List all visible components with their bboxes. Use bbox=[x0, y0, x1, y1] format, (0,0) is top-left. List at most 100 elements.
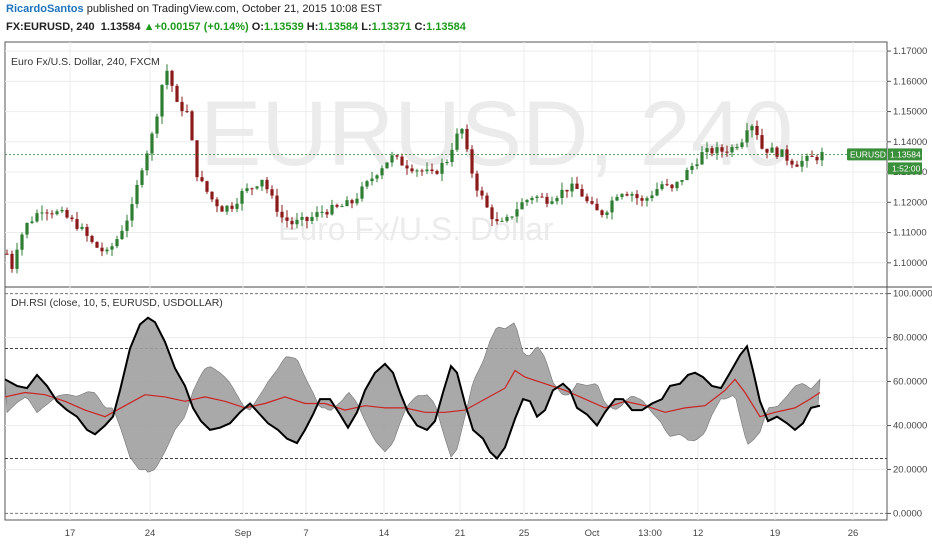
time-tick-label: Sep bbox=[235, 528, 252, 539]
candle-body bbox=[460, 128, 464, 134]
low-value: 1.13371 bbox=[371, 21, 412, 33]
price-tag-value-box bbox=[888, 148, 922, 161]
candle-body bbox=[685, 170, 689, 181]
candle-body bbox=[310, 216, 314, 221]
candle-body bbox=[655, 189, 659, 196]
candle-body bbox=[275, 195, 279, 212]
time-tick-label: 14 bbox=[379, 528, 390, 539]
candle-body bbox=[350, 200, 354, 204]
candle-body bbox=[455, 133, 459, 150]
candle-body bbox=[40, 212, 44, 214]
candle-body bbox=[525, 200, 529, 203]
price-tick-label: 1.15000 bbox=[893, 107, 927, 118]
candle-body bbox=[730, 147, 734, 153]
candle-body bbox=[50, 213, 54, 215]
candle-body bbox=[85, 226, 89, 236]
price-tick-label: 1.12000 bbox=[893, 197, 927, 208]
candle-body bbox=[325, 211, 329, 215]
candle-body bbox=[675, 181, 679, 189]
candle-body bbox=[735, 147, 739, 149]
open-label: O: bbox=[251, 21, 264, 33]
candle-body bbox=[710, 148, 714, 154]
candle-body bbox=[420, 170, 424, 172]
candle-body bbox=[385, 162, 389, 169]
candle-body bbox=[345, 200, 349, 207]
candle-body bbox=[535, 196, 539, 198]
candle-body bbox=[100, 247, 104, 252]
candle-body bbox=[125, 220, 129, 231]
candle-body bbox=[540, 196, 544, 198]
time-tick-label: 19 bbox=[770, 528, 781, 539]
author-link[interactable]: RicardoSantos bbox=[6, 3, 84, 15]
candle-body bbox=[80, 226, 84, 229]
time-tick-label: 13:00 bbox=[638, 528, 662, 539]
candle-body bbox=[35, 213, 39, 222]
candle-body bbox=[5, 253, 9, 255]
candle-body bbox=[485, 195, 489, 208]
rsi-tick-label: 0.0000 bbox=[893, 508, 922, 519]
high-value: 1.13584 bbox=[318, 21, 359, 33]
candle-body bbox=[360, 186, 364, 199]
candle-body bbox=[510, 216, 514, 218]
rsi-tick-label: 80.0000 bbox=[893, 333, 927, 344]
price-tick-label: 1.11000 bbox=[893, 228, 927, 239]
candle-body bbox=[595, 203, 599, 211]
candle-body bbox=[765, 148, 769, 153]
candle-body bbox=[75, 219, 79, 229]
rsi-axis[interactable]: 100.0000 80.0000 60.0000 40.0000 20.0000 0.00… bbox=[887, 289, 932, 520]
candle-body bbox=[435, 171, 439, 174]
candle-body bbox=[205, 181, 209, 192]
rsi-layer bbox=[4, 316, 821, 473]
candle-body bbox=[395, 155, 399, 157]
candle-body bbox=[690, 166, 694, 171]
candle-body bbox=[60, 210, 64, 212]
candle-body bbox=[605, 212, 609, 215]
candle-body bbox=[620, 194, 624, 197]
candle-body bbox=[245, 188, 249, 192]
rsi-tick-label: 20.0000 bbox=[893, 464, 927, 475]
candle-body bbox=[380, 168, 384, 176]
candle-body bbox=[180, 101, 184, 112]
price-tick-label: 1.10000 bbox=[893, 258, 927, 269]
candle-body bbox=[450, 149, 454, 162]
candle-body bbox=[815, 156, 819, 161]
candle-body bbox=[775, 147, 779, 157]
watermark-description: Euro Fx/U.S. Dollar bbox=[278, 211, 554, 247]
change-value: +0.00157 (+0.14%) bbox=[154, 21, 249, 33]
candle-body bbox=[115, 239, 119, 247]
price-tag-value: 1.13584 bbox=[890, 149, 921, 159]
rsi-tick-label: 100.0000 bbox=[893, 289, 932, 300]
candle-body bbox=[400, 156, 404, 166]
time-axis[interactable]: 17 24 Sep 7 14 21 25 Oct 13:00 12 19 26 bbox=[65, 528, 859, 539]
candle-body bbox=[295, 219, 299, 225]
candle-body bbox=[140, 170, 144, 185]
candle-body bbox=[235, 203, 239, 209]
time-tick-label: 25 bbox=[519, 528, 530, 539]
candle-body bbox=[520, 202, 524, 210]
candle-body bbox=[445, 161, 449, 163]
candle-body bbox=[165, 70, 169, 85]
candle-body bbox=[150, 133, 154, 154]
candle-body bbox=[280, 211, 284, 218]
candle-body bbox=[10, 253, 14, 269]
candle-body bbox=[145, 153, 149, 171]
candle-body bbox=[725, 151, 729, 153]
candle-body bbox=[560, 189, 564, 198]
price-tag-symbol: EURUSD bbox=[850, 149, 886, 159]
candle-body bbox=[390, 155, 394, 163]
candle-body bbox=[820, 152, 824, 161]
candle-body bbox=[270, 189, 274, 196]
time-tick-label: 12 bbox=[693, 528, 704, 539]
price-pane-title: Euro Fx/U.S. Dollar, 240, FXCM bbox=[11, 56, 160, 68]
candle-body bbox=[260, 179, 264, 187]
price-tick-label: 1.14000 bbox=[893, 137, 927, 148]
candle-body bbox=[20, 234, 24, 250]
candle-body bbox=[795, 164, 799, 167]
candle-body bbox=[200, 177, 204, 182]
candle-body bbox=[320, 211, 324, 213]
rsi-tick-label: 60.0000 bbox=[893, 377, 927, 388]
candle-body bbox=[545, 196, 549, 204]
candle-body bbox=[250, 188, 254, 190]
candle-body bbox=[810, 155, 814, 157]
